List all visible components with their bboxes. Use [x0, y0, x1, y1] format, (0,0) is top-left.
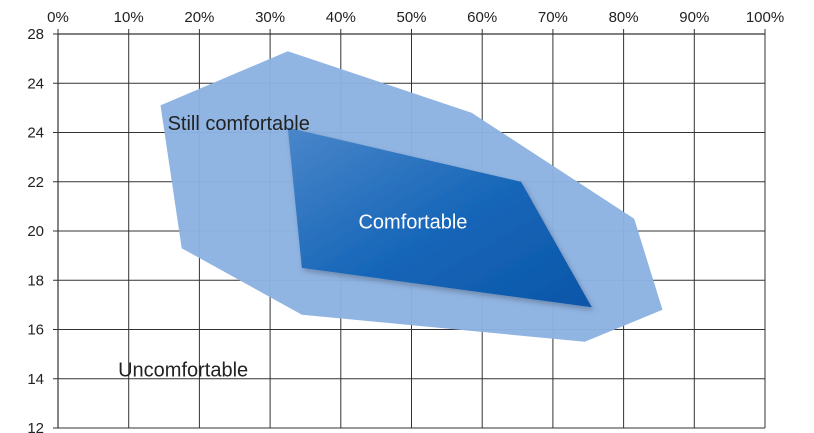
zone-label: Comfortable	[358, 212, 467, 234]
zone-label: Uncomfortable	[118, 359, 248, 381]
x-tick-label: 50%	[396, 9, 426, 26]
y-tick-label: 24	[27, 75, 44, 92]
x-tick-label: 80%	[609, 9, 639, 26]
x-tick-label: 0%	[47, 9, 69, 26]
y-tick-label: 14	[27, 371, 44, 388]
y-tick-label: 20	[27, 223, 44, 240]
y-tick-label: 16	[27, 322, 44, 339]
y-tick-label: 22	[27, 174, 44, 191]
y-tick-label: 12	[27, 420, 44, 433]
y-tick-label: 18	[27, 272, 44, 289]
x-tick-label: 60%	[467, 9, 497, 26]
x-tick-label: 100%	[746, 9, 784, 26]
x-tick-label: 40%	[326, 9, 356, 26]
x-tick-label: 70%	[538, 9, 568, 26]
x-tick-label: 20%	[184, 9, 214, 26]
region-comfortable	[287, 127, 592, 308]
x-tick-label: 30%	[255, 9, 285, 26]
axes: 0% 10% 20% 30% 40% 50% 60% 70% 80% 90% 100% 28 24 24 2…	[27, 9, 784, 433]
comfort-regions	[160, 51, 663, 342]
y-tick-label: 24	[27, 125, 44, 142]
x-tick-label: 90%	[679, 9, 709, 26]
zone-labels: Still comfortable Comfortable Uncomfortabl…	[118, 113, 467, 381]
y-tick-label: 28	[27, 26, 44, 43]
zone-label: Still comfortable	[168, 113, 310, 135]
x-tick-label: 10%	[114, 9, 144, 26]
